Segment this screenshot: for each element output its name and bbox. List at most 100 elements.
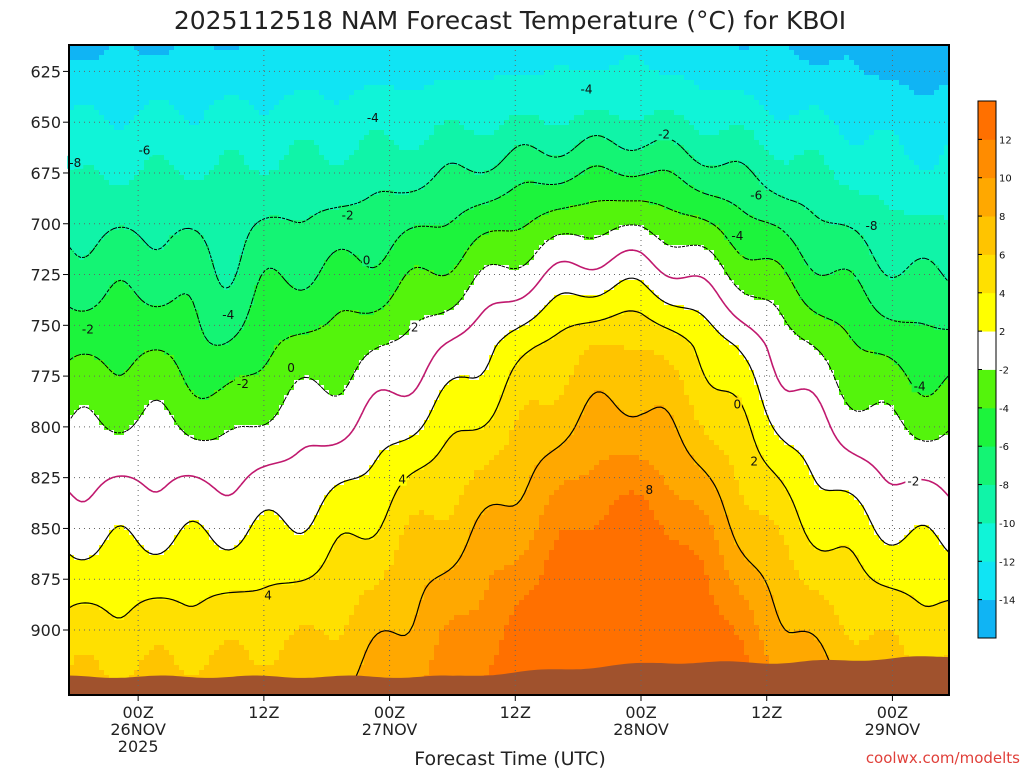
field-cell bbox=[459, 105, 465, 111]
field-cell bbox=[604, 55, 610, 61]
field-cell bbox=[399, 170, 405, 176]
field-cell bbox=[314, 115, 320, 121]
field-cell bbox=[864, 55, 870, 61]
field-cell bbox=[434, 90, 440, 96]
field-cell bbox=[614, 160, 620, 166]
field-cell bbox=[699, 70, 705, 76]
field-cell bbox=[494, 65, 500, 71]
field-cell bbox=[109, 105, 115, 111]
field-cell bbox=[634, 135, 640, 141]
field-cell bbox=[204, 160, 210, 166]
field-cell bbox=[144, 170, 150, 176]
field-cell bbox=[244, 100, 250, 106]
field-cell bbox=[254, 135, 260, 141]
field-cell bbox=[409, 150, 415, 156]
field-cell bbox=[729, 80, 735, 86]
field-cell bbox=[719, 155, 725, 161]
field-cell bbox=[279, 180, 285, 186]
field-cell bbox=[739, 110, 745, 116]
field-cell bbox=[469, 155, 475, 161]
field-cell bbox=[469, 80, 475, 86]
field-cell bbox=[489, 80, 495, 86]
field-cell bbox=[154, 180, 160, 186]
field-cell bbox=[109, 120, 115, 126]
field-cell bbox=[179, 45, 185, 51]
field-cell bbox=[779, 115, 785, 121]
field-cell bbox=[599, 80, 605, 86]
field-cell bbox=[539, 115, 545, 121]
field-cell bbox=[779, 90, 785, 96]
field-cell bbox=[304, 90, 310, 96]
field-cell bbox=[549, 135, 555, 141]
field-cell bbox=[744, 125, 750, 131]
field-cell bbox=[749, 180, 755, 186]
field-cell bbox=[284, 90, 290, 96]
field-cell bbox=[179, 65, 185, 71]
field-cell bbox=[269, 50, 275, 56]
field-cell bbox=[674, 90, 680, 96]
field-cell bbox=[444, 60, 450, 66]
field-cell bbox=[874, 95, 880, 101]
field-cell bbox=[174, 130, 180, 136]
field-cell bbox=[739, 180, 745, 186]
field-cell bbox=[74, 90, 80, 96]
field-cell bbox=[349, 140, 355, 146]
field-cell bbox=[534, 125, 540, 131]
field-cell bbox=[694, 120, 700, 126]
field-cell bbox=[534, 140, 540, 146]
field-cell bbox=[394, 95, 400, 101]
field-cell bbox=[844, 165, 850, 171]
field-cell bbox=[414, 85, 420, 91]
field-cell bbox=[239, 170, 245, 176]
field-cell bbox=[539, 45, 545, 51]
field-cell bbox=[804, 95, 810, 101]
field-cell bbox=[369, 170, 375, 176]
field-cell bbox=[114, 105, 120, 111]
field-cell bbox=[814, 130, 820, 136]
field-cell bbox=[369, 180, 375, 186]
field-cell bbox=[309, 100, 315, 106]
field-cell bbox=[444, 170, 450, 176]
field-cell bbox=[609, 125, 615, 131]
field-cell bbox=[249, 170, 255, 176]
field-cell bbox=[669, 155, 675, 161]
field-cell bbox=[484, 120, 490, 126]
field-cell bbox=[454, 100, 460, 106]
field-cell bbox=[579, 50, 585, 56]
field-cell bbox=[929, 85, 935, 91]
field-cell bbox=[309, 75, 315, 81]
field-cell bbox=[509, 85, 515, 91]
field-cell bbox=[484, 50, 490, 56]
field-cell bbox=[919, 70, 925, 76]
field-cell bbox=[309, 180, 315, 186]
field-cell bbox=[184, 185, 190, 191]
field-cell bbox=[324, 80, 330, 86]
field-cell bbox=[879, 155, 885, 161]
field-cell bbox=[249, 45, 255, 51]
field-cell bbox=[474, 145, 480, 151]
field-cell bbox=[824, 105, 830, 111]
field-cell bbox=[644, 170, 650, 176]
field-cell bbox=[369, 60, 375, 66]
field-cell bbox=[699, 110, 705, 116]
field-cell bbox=[684, 100, 690, 106]
field-cell bbox=[439, 110, 445, 116]
field-cell bbox=[869, 120, 875, 126]
field-cell bbox=[94, 145, 100, 151]
field-cell bbox=[899, 170, 905, 176]
field-cell bbox=[144, 180, 150, 186]
field-cell bbox=[104, 120, 110, 126]
field-cell bbox=[764, 80, 770, 86]
field-cell bbox=[544, 130, 550, 136]
field-cell bbox=[664, 180, 670, 186]
field-cell bbox=[754, 155, 760, 161]
field-cell bbox=[299, 90, 305, 96]
field-cell bbox=[424, 80, 430, 86]
field-cell bbox=[289, 70, 295, 76]
field-cell bbox=[779, 170, 785, 176]
field-cell bbox=[279, 175, 285, 181]
field-cell bbox=[894, 80, 900, 86]
field-cell bbox=[469, 75, 475, 81]
field-cell bbox=[479, 85, 485, 91]
field-cell bbox=[519, 160, 525, 166]
